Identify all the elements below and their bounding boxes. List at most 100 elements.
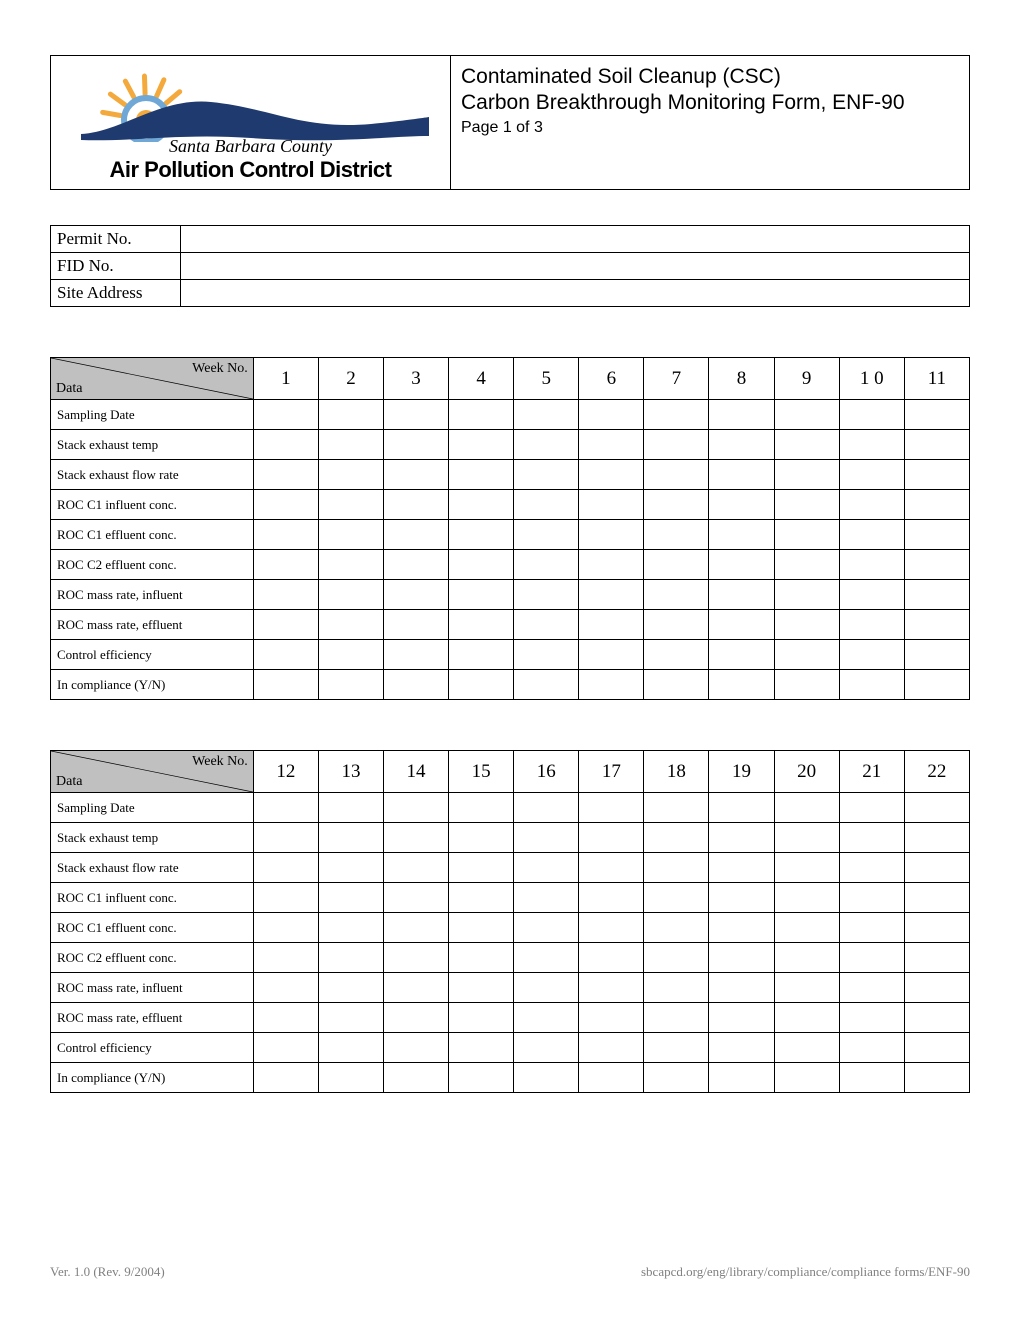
data-cell[interactable] [449, 550, 514, 580]
data-cell[interactable] [904, 670, 969, 700]
permit-row-value[interactable] [181, 253, 970, 280]
data-cell[interactable] [449, 430, 514, 460]
data-cell[interactable] [839, 430, 904, 460]
data-cell[interactable] [839, 883, 904, 913]
data-cell[interactable] [579, 520, 644, 550]
data-cell[interactable] [383, 580, 448, 610]
data-cell[interactable] [383, 853, 448, 883]
data-cell[interactable] [449, 400, 514, 430]
data-cell[interactable] [253, 400, 318, 430]
data-cell[interactable] [449, 823, 514, 853]
data-cell[interactable] [774, 580, 839, 610]
data-cell[interactable] [579, 670, 644, 700]
data-cell[interactable] [644, 943, 709, 973]
data-cell[interactable] [839, 1063, 904, 1093]
data-cell[interactable] [644, 640, 709, 670]
data-cell[interactable] [579, 853, 644, 883]
data-cell[interactable] [449, 913, 514, 943]
data-cell[interactable] [253, 823, 318, 853]
data-cell[interactable] [839, 1033, 904, 1063]
data-cell[interactable] [318, 610, 383, 640]
data-cell[interactable] [318, 550, 383, 580]
data-cell[interactable] [253, 793, 318, 823]
data-cell[interactable] [839, 610, 904, 640]
data-cell[interactable] [253, 640, 318, 670]
data-cell[interactable] [579, 610, 644, 640]
data-cell[interactable] [514, 883, 579, 913]
data-cell[interactable] [774, 943, 839, 973]
data-cell[interactable] [449, 1003, 514, 1033]
data-cell[interactable] [449, 670, 514, 700]
data-cell[interactable] [253, 943, 318, 973]
data-cell[interactable] [904, 853, 969, 883]
data-cell[interactable] [514, 640, 579, 670]
data-cell[interactable] [839, 490, 904, 520]
data-cell[interactable] [904, 580, 969, 610]
data-cell[interactable] [514, 670, 579, 700]
data-cell[interactable] [449, 460, 514, 490]
data-cell[interactable] [774, 1063, 839, 1093]
data-cell[interactable] [774, 610, 839, 640]
data-cell[interactable] [579, 1003, 644, 1033]
data-cell[interactable] [449, 973, 514, 1003]
data-cell[interactable] [383, 1063, 448, 1093]
data-cell[interactable] [383, 640, 448, 670]
data-cell[interactable] [709, 670, 774, 700]
data-cell[interactable] [318, 883, 383, 913]
data-cell[interactable] [839, 1003, 904, 1033]
data-cell[interactable] [383, 913, 448, 943]
data-cell[interactable] [774, 400, 839, 430]
data-cell[interactable] [709, 490, 774, 520]
data-cell[interactable] [318, 1033, 383, 1063]
data-cell[interactable] [774, 550, 839, 580]
permit-row-value[interactable] [181, 280, 970, 307]
data-cell[interactable] [449, 943, 514, 973]
data-cell[interactable] [318, 460, 383, 490]
data-cell[interactable] [904, 823, 969, 853]
data-cell[interactable] [644, 580, 709, 610]
data-cell[interactable] [904, 400, 969, 430]
data-cell[interactable] [579, 550, 644, 580]
data-cell[interactable] [318, 943, 383, 973]
data-cell[interactable] [579, 883, 644, 913]
data-cell[interactable] [449, 490, 514, 520]
data-cell[interactable] [644, 610, 709, 640]
data-cell[interactable] [318, 853, 383, 883]
data-cell[interactable] [318, 490, 383, 520]
data-cell[interactable] [839, 913, 904, 943]
data-cell[interactable] [253, 460, 318, 490]
data-cell[interactable] [579, 490, 644, 520]
data-cell[interactable] [383, 520, 448, 550]
data-cell[interactable] [644, 1003, 709, 1033]
data-cell[interactable] [383, 400, 448, 430]
data-cell[interactable] [904, 1003, 969, 1033]
data-cell[interactable] [644, 793, 709, 823]
data-cell[interactable] [579, 460, 644, 490]
data-cell[interactable] [644, 1033, 709, 1063]
data-cell[interactable] [253, 430, 318, 460]
data-cell[interactable] [904, 640, 969, 670]
data-cell[interactable] [318, 520, 383, 550]
data-cell[interactable] [253, 490, 318, 520]
data-cell[interactable] [383, 490, 448, 520]
data-cell[interactable] [904, 1063, 969, 1093]
data-cell[interactable] [579, 793, 644, 823]
data-cell[interactable] [904, 1033, 969, 1063]
data-cell[interactable] [318, 793, 383, 823]
data-cell[interactable] [579, 823, 644, 853]
data-cell[interactable] [579, 580, 644, 610]
data-cell[interactable] [253, 580, 318, 610]
data-cell[interactable] [709, 853, 774, 883]
data-cell[interactable] [709, 640, 774, 670]
data-cell[interactable] [839, 823, 904, 853]
data-cell[interactable] [904, 490, 969, 520]
data-cell[interactable] [383, 550, 448, 580]
data-cell[interactable] [839, 853, 904, 883]
data-cell[interactable] [514, 973, 579, 1003]
data-cell[interactable] [449, 520, 514, 550]
data-cell[interactable] [514, 490, 579, 520]
data-cell[interactable] [253, 853, 318, 883]
data-cell[interactable] [514, 943, 579, 973]
data-cell[interactable] [253, 1063, 318, 1093]
data-cell[interactable] [253, 883, 318, 913]
